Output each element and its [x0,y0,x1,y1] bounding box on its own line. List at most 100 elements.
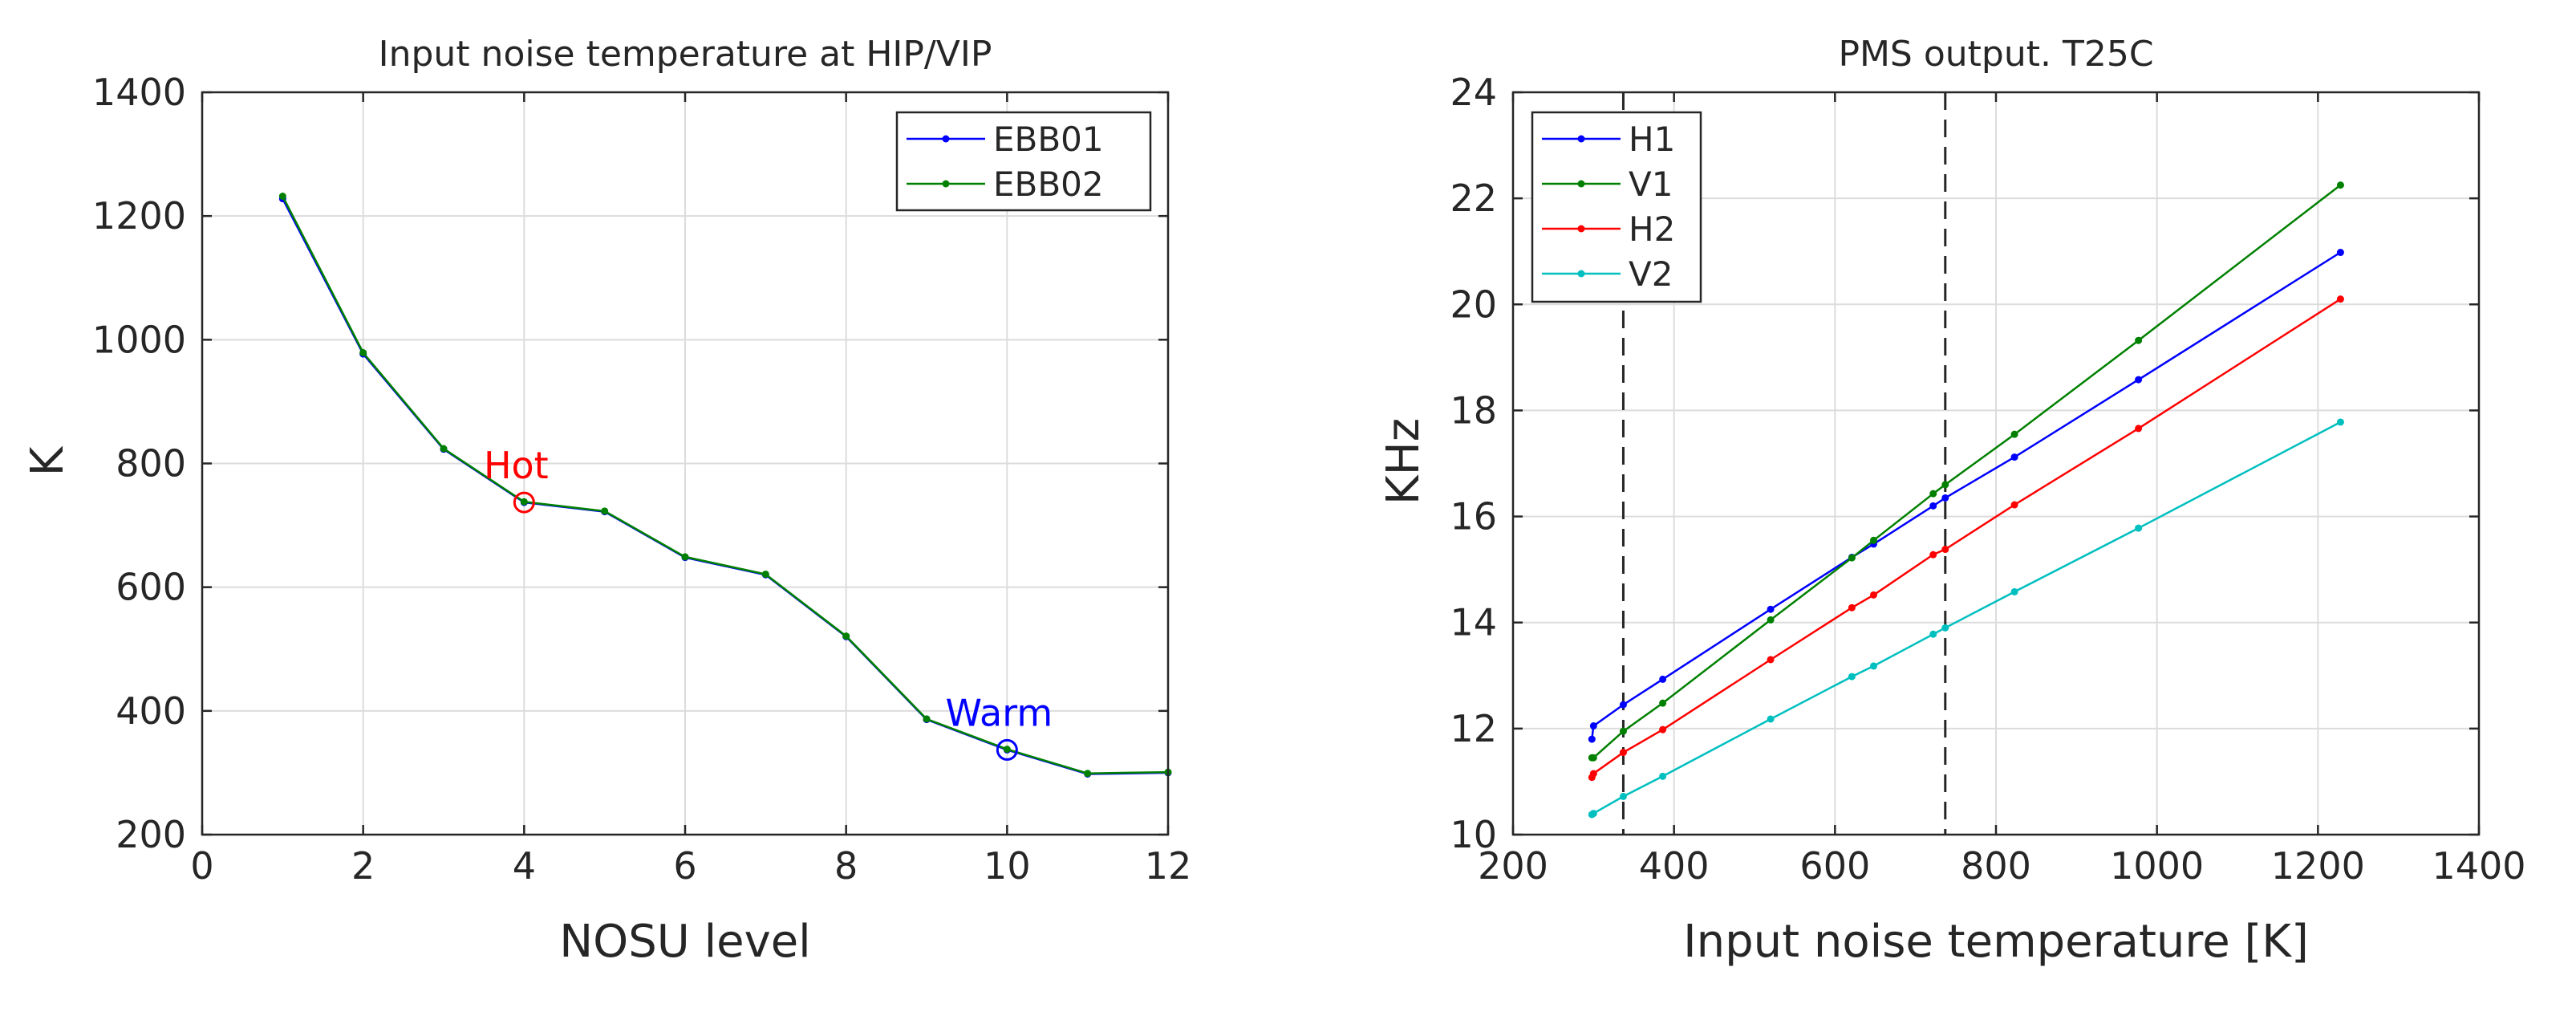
series-line-ebb01 [282,198,1169,775]
data-point-h2 [2135,425,2143,433]
legend-label: V1 [1629,165,1673,204]
data-point-v2 [1941,624,1949,632]
annotation-label: Hot [484,444,549,487]
tick-label-x: 0 [190,844,213,888]
data-point-h1 [1929,502,1937,510]
legend-label: V2 [1629,254,1673,294]
data-point-h2 [1767,656,1775,664]
data-point-v2 [1589,810,1597,818]
tick-label-y: 1200 [92,194,186,238]
data-point-h2 [1848,603,1856,612]
data-point-v2 [2135,524,2143,532]
series-line-h2 [1591,298,2342,778]
chart1-legend: EBB01 EBB02 [895,111,1152,212]
data-point-h2 [1929,551,1937,559]
chart1-xlabel: NOSU level [559,916,810,968]
annotation-marker [513,491,535,514]
tick-label-y: 20 [1450,282,1497,326]
tick-label-x: 6 [673,844,696,888]
chart1-annotations: Hot Warm [484,444,1053,761]
legend-box [1531,111,1702,303]
data-point-h1 [1941,494,1949,502]
legend-label: H1 [1629,120,1675,159]
series-line-ebb02 [282,195,1169,774]
data-point-v1 [1767,616,1775,624]
tick-label-x: 400 [1639,844,1710,888]
legend-marker [1577,180,1585,188]
legend-label: EBB01 [993,120,1104,159]
legend-box [895,111,1152,212]
data-point-h2 [1589,770,1597,778]
data-point-v2 [1869,662,1877,670]
legend-label: H2 [1629,209,1675,249]
data-point-v1 [2135,336,2143,344]
chart2-title: PMS output. T25C [1838,34,2153,75]
chart2-ylabel: KHz [1377,418,1430,505]
data-point-ebb02 [923,715,931,723]
tick-label-y: 400 [116,689,186,733]
legend-marker [942,180,950,188]
data-point-ebb02 [1003,746,1011,754]
chart2-ticks: 200 400 600 800 1000 1200 1400 10 12 14 16 18 20 22 24 [1450,71,2525,888]
data-point-v1 [1848,554,1856,562]
tick-label-y: 800 [116,442,186,486]
data-point-ebb02 [278,193,286,200]
data-point-h1 [1659,675,1667,683]
data-point-h1 [2135,376,2143,384]
chart-noise-temperature: Input noise temperature at HIP/VIP NOSU … [22,34,1191,968]
chart1-title: Input noise temperature at HIP/VIP [379,34,992,75]
tick-label-x: 800 [1961,844,2031,888]
data-point-v2 [1767,715,1775,723]
chart2-legend: H1 V1 H2 V2 [1531,111,1702,303]
data-point-h2 [2336,295,2344,303]
data-point-h1 [1619,701,1627,709]
tick-label-y: 600 [116,566,186,609]
tick-label-y: 1000 [92,318,186,361]
legend-marker [1577,135,1585,143]
tick-label-y: 16 [1450,495,1497,538]
data-point-v1 [1589,754,1597,762]
data-point-h2 [2010,501,2018,509]
data-point-v1 [1869,536,1877,544]
data-point-v2 [1619,792,1627,800]
tick-label-x: 1000 [2110,844,2204,888]
tick-label-y: 18 [1450,388,1497,432]
series-line-v2 [1591,421,2341,815]
data-point-v1 [1619,727,1627,735]
tick-label-y: 10 [1450,813,1497,856]
data-point-ebb02 [761,570,769,578]
annotation-marker [996,738,1018,761]
data-point-h2 [1869,591,1877,599]
tick-label-y: 200 [116,813,186,856]
data-point-h1 [1767,605,1775,613]
chart1-ylabel: K [22,445,74,476]
series-line-h1 [1591,251,2342,740]
tick-label-y: 12 [1450,707,1497,750]
data-point-h2 [1659,725,1667,734]
data-point-ebb02 [601,507,609,515]
tick-label-y: 24 [1450,71,1497,114]
data-point-ebb02 [520,498,528,506]
data-point-v2 [1929,630,1937,638]
data-point-ebb02 [842,632,850,640]
data-point-v1 [2010,430,2018,438]
chart2-series [1588,181,2344,819]
data-point-v1 [1929,490,1937,498]
data-point-h1 [1589,722,1597,730]
data-point-v2 [1659,772,1667,780]
data-point-ebb02 [440,445,448,453]
tick-label-x: 8 [834,844,858,888]
data-point-ebb02 [1084,770,1092,778]
data-point-h2 [1941,546,1949,554]
tick-label-x: 4 [513,844,536,888]
tick-label-x: 600 [1799,844,1870,888]
tick-label-x: 200 [1478,844,1548,888]
tick-label-x: 2 [351,844,375,888]
chart2-xlabel: Input noise temperature [K] [1683,916,2309,968]
chart-pms-output: PMS output. T25C Input noise temperature… [1377,34,2526,968]
tick-label-x: 1200 [2271,844,2365,888]
chart1-ticks: 0 2 4 6 8 10 12 200 400 600 800 1000 1200 1400 [92,71,1191,888]
data-point-v1 [2336,181,2344,189]
tick-label-y: 22 [1450,177,1497,220]
